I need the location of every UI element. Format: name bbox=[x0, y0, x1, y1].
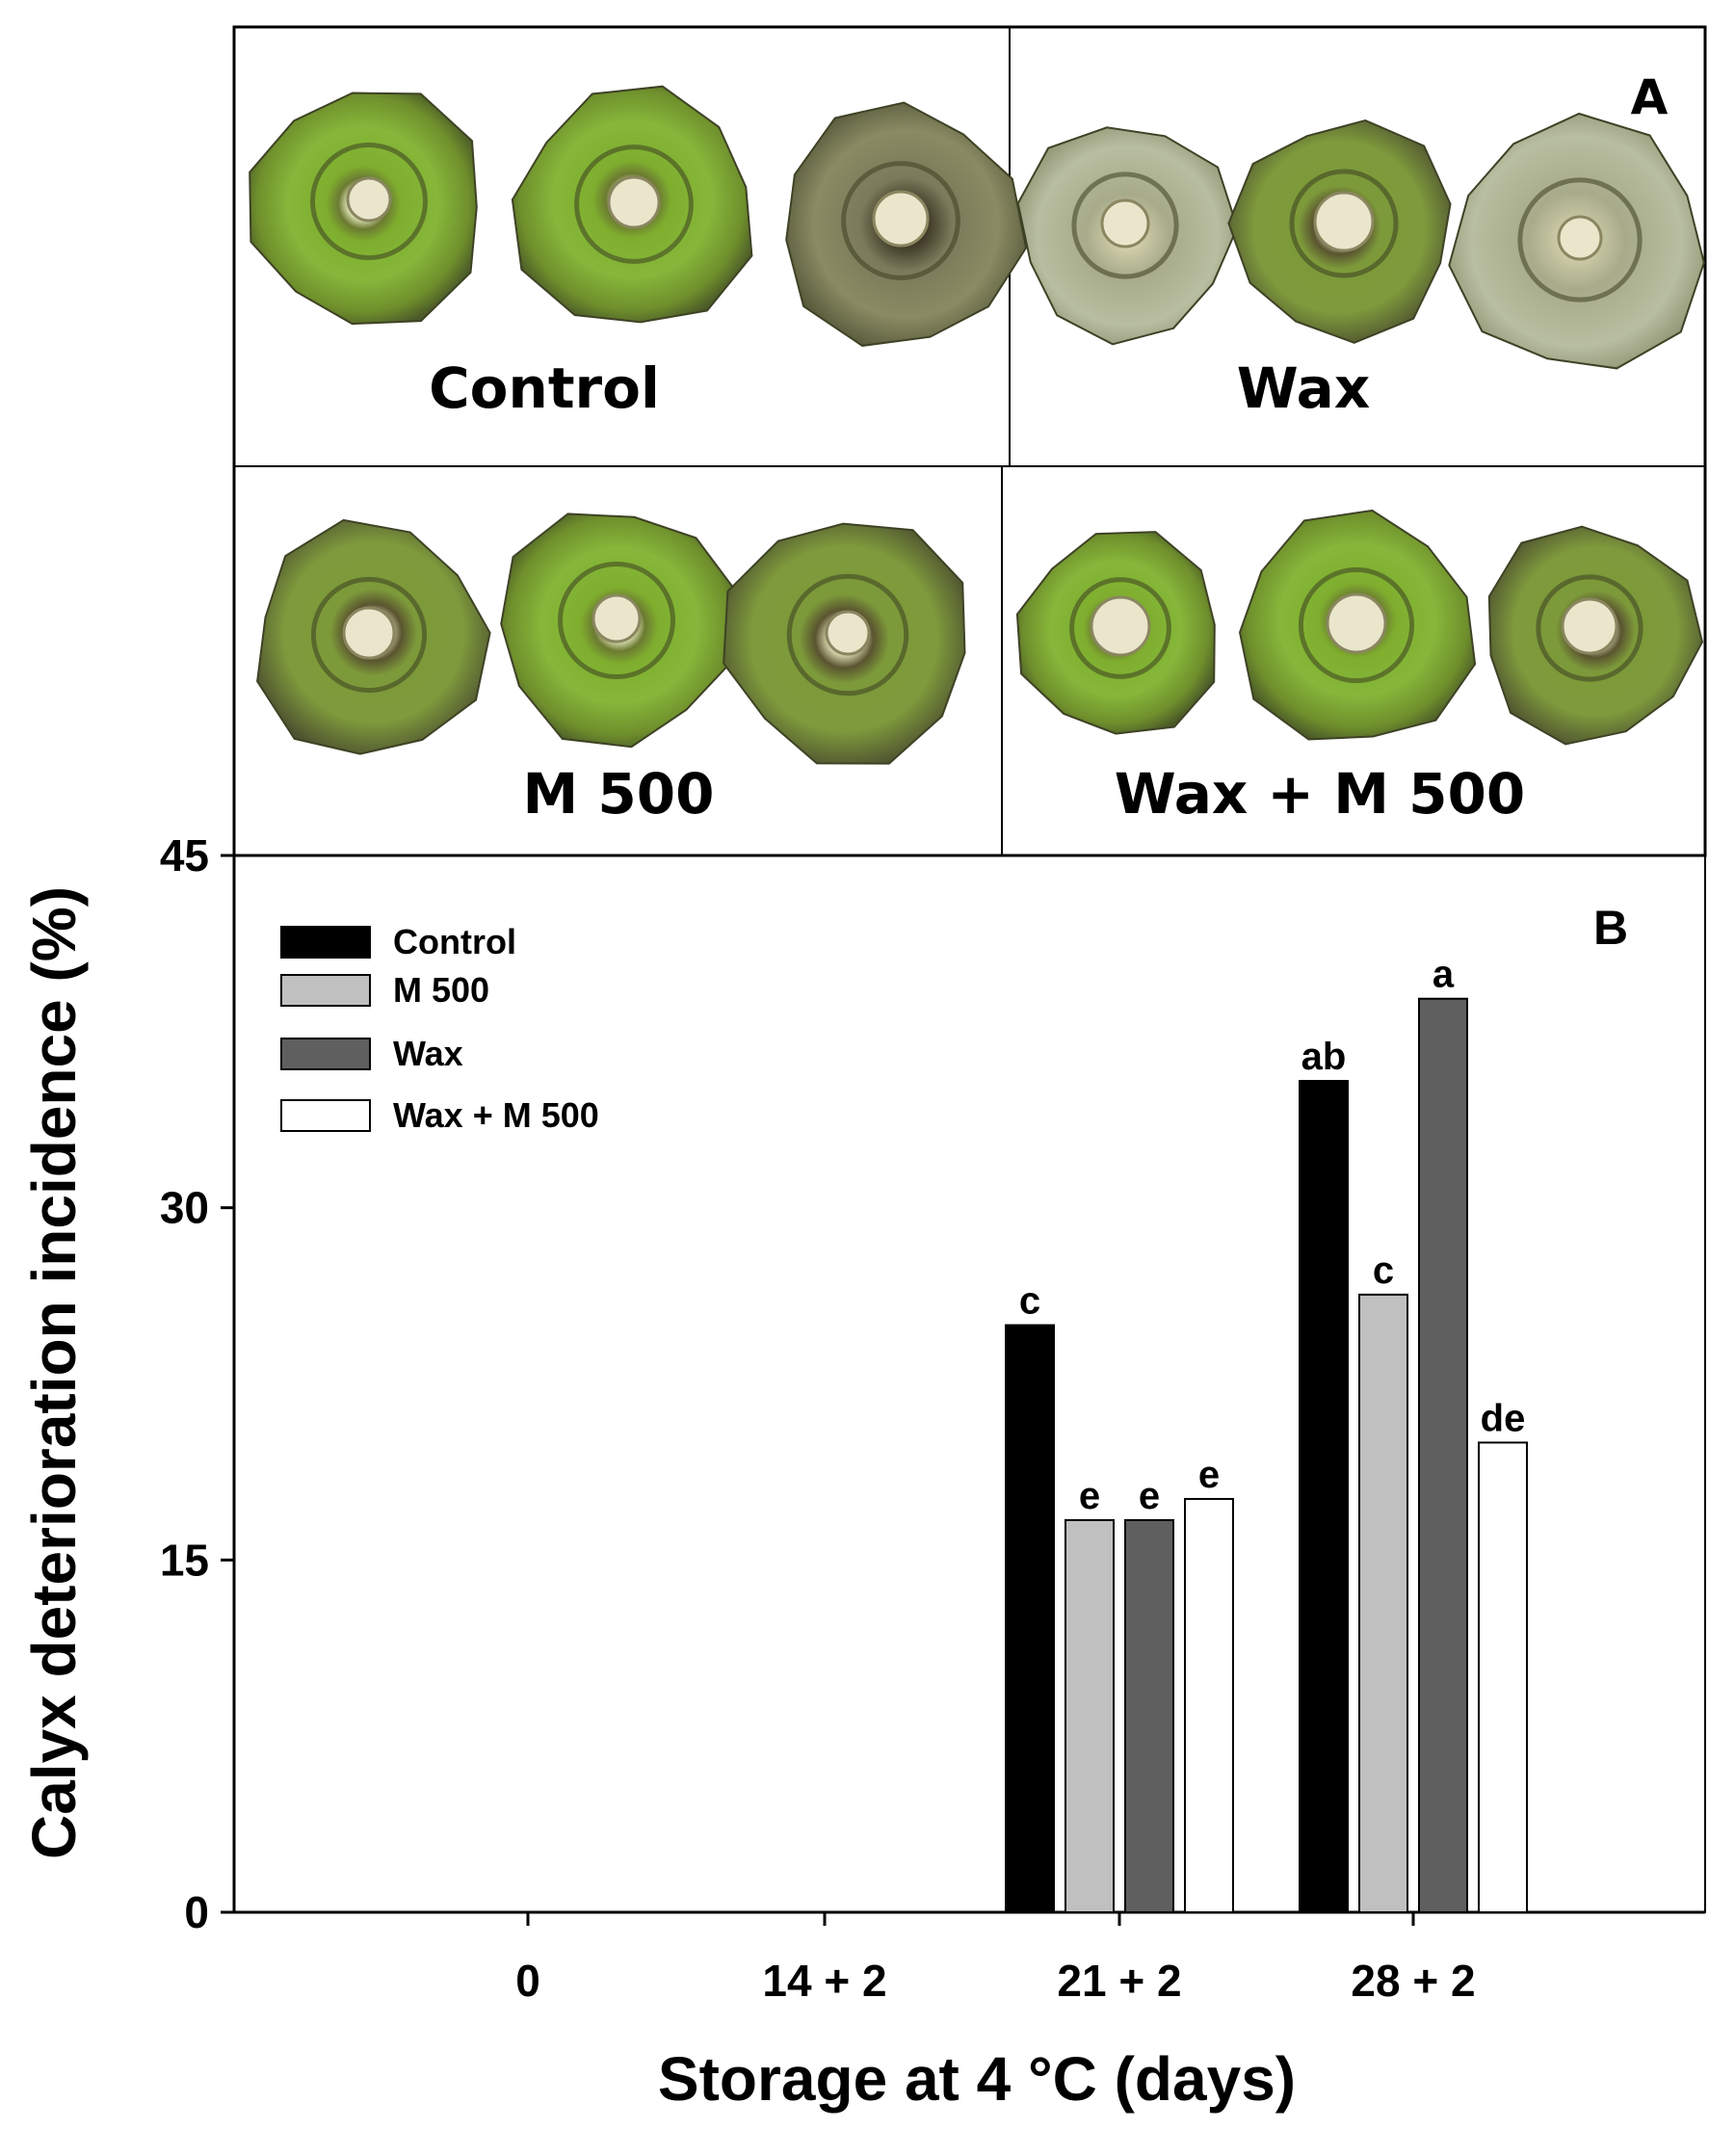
legend-swatch bbox=[280, 926, 371, 959]
bar-significance-label: de bbox=[1481, 1397, 1526, 1439]
y-tick-label: 0 bbox=[184, 1887, 209, 1937]
x-tick-label: 28 + 2 bbox=[1351, 1956, 1475, 2006]
bar-significance-label: a bbox=[1433, 954, 1455, 996]
y-axis-title: Calyx deterioration incidence (%) bbox=[19, 886, 89, 1859]
legend-swatch bbox=[280, 974, 371, 1007]
panel-a-caption: M 500 bbox=[523, 761, 715, 827]
bar-m-500 bbox=[1358, 1293, 1408, 1914]
panel-b-letter: B bbox=[1593, 901, 1628, 955]
y-tick-label: 30 bbox=[160, 1183, 209, 1233]
calyx-photo bbox=[1487, 525, 1704, 746]
calyx-photo bbox=[500, 513, 739, 749]
x-tick-label: 0 bbox=[515, 1956, 540, 2006]
panel-b-bar-chart: 0 15 30 45 0 14 + 2 21 + 2 28 + 2 c ab e c e a e de Cont… bbox=[19, 830, 1706, 2114]
legend-label: Wax + M 500 bbox=[393, 1095, 599, 1135]
bar-wax-m-500 bbox=[1478, 1441, 1528, 1913]
calyx-photo bbox=[1015, 531, 1216, 735]
calyx-photo bbox=[256, 518, 491, 755]
bar-significance-label: ab bbox=[1301, 1036, 1347, 1078]
calyx-photo bbox=[1227, 118, 1452, 344]
y-tick-label: 45 bbox=[160, 830, 209, 881]
bar-significance-label: c bbox=[1373, 1249, 1394, 1292]
legend-label: Control bbox=[393, 922, 516, 961]
legend-label: Wax bbox=[393, 1034, 463, 1073]
bar-significance-label: e bbox=[1198, 1454, 1220, 1496]
bar-control bbox=[1299, 1080, 1349, 1913]
bar-wax bbox=[1418, 997, 1468, 1913]
legend-swatch bbox=[280, 1038, 371, 1070]
panel-a-letter: A bbox=[1631, 69, 1669, 125]
calyx-photo bbox=[1016, 126, 1239, 346]
y-tick-label: 15 bbox=[160, 1535, 209, 1585]
bar-m-500 bbox=[1065, 1518, 1115, 1913]
calyx-photo bbox=[723, 522, 966, 765]
bar-control bbox=[1005, 1324, 1055, 1913]
bar-significance-label: c bbox=[1019, 1280, 1040, 1323]
legend-swatch bbox=[280, 1099, 371, 1132]
x-tick-label: 14 + 2 bbox=[762, 1956, 886, 2006]
panel-a-caption: Wax bbox=[1237, 355, 1370, 421]
bar-significance-label: e bbox=[1139, 1475, 1160, 1517]
calyx-photo bbox=[1238, 509, 1477, 741]
panel-a-caption: Wax + M 500 bbox=[1115, 761, 1525, 827]
panel-a-photo-grid: Control Wax M 500 Wax + M 500 A bbox=[232, 25, 1707, 857]
x-axis-title: Storage at 4 °C (days) bbox=[658, 2044, 1296, 2114]
x-tick-label: 21 + 2 bbox=[1057, 1956, 1181, 2006]
legend-label: M 500 bbox=[393, 970, 489, 1010]
calyx-photo bbox=[785, 101, 1028, 347]
calyx-photo bbox=[249, 92, 478, 326]
calyx-photo bbox=[1448, 112, 1705, 370]
bar-significance-label: e bbox=[1079, 1475, 1100, 1517]
bar-wax-m-500 bbox=[1184, 1497, 1234, 1914]
panel-a-caption: Control bbox=[429, 355, 660, 421]
calyx-photo bbox=[511, 85, 753, 324]
bar-wax bbox=[1124, 1518, 1174, 1913]
